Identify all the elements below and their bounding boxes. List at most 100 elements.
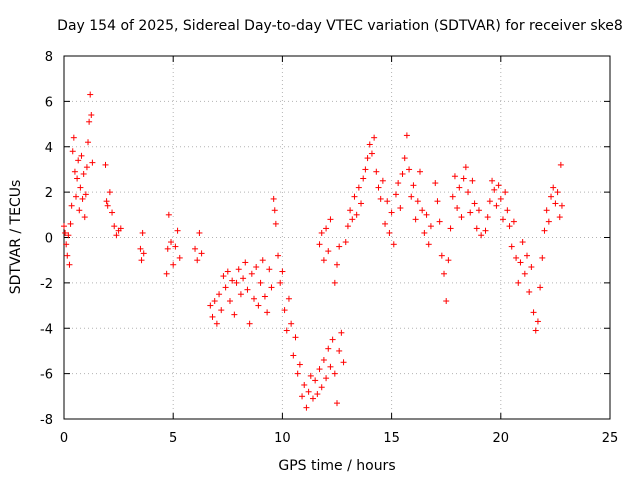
data-point <box>61 223 67 230</box>
data-point <box>111 223 118 230</box>
data-point <box>222 284 229 291</box>
y-tick-label: -2 <box>40 277 53 292</box>
data-point <box>355 184 362 191</box>
data-point <box>519 239 526 246</box>
data-point <box>473 225 480 232</box>
data-point <box>318 229 325 236</box>
data-point <box>78 152 85 159</box>
data-point <box>456 184 463 191</box>
data-point <box>226 298 233 305</box>
data-point <box>285 295 292 302</box>
data-point <box>508 243 515 250</box>
data-point <box>441 270 448 277</box>
data-point <box>379 177 386 184</box>
data-point <box>77 184 84 191</box>
data-point <box>320 357 327 364</box>
data-point <box>79 195 86 202</box>
data-point <box>303 404 310 411</box>
data-point <box>224 268 231 275</box>
data-point <box>489 177 496 184</box>
data-point <box>392 191 399 198</box>
x-tick-label: 25 <box>602 431 619 446</box>
data-point <box>329 336 336 343</box>
data-point <box>66 261 73 268</box>
data-point <box>427 223 434 230</box>
data-point <box>271 207 278 214</box>
y-axis-ticks: -8 -6 -4 -2 0 2 4 6 8 <box>40 50 610 428</box>
data-point <box>213 320 220 327</box>
data-point <box>412 216 419 223</box>
data-point <box>279 268 286 275</box>
data-point <box>80 170 87 177</box>
data-point <box>194 257 201 264</box>
data-point <box>209 313 216 320</box>
data-point <box>510 218 517 225</box>
data-point <box>87 91 94 98</box>
data-point <box>497 195 504 202</box>
data-point <box>229 277 236 284</box>
data-point <box>397 205 404 212</box>
data-point <box>270 195 277 202</box>
data-point <box>513 254 520 261</box>
data-point <box>163 270 170 277</box>
data-point <box>314 391 321 398</box>
data-point <box>176 254 183 261</box>
data-point <box>504 207 511 214</box>
data-point <box>484 214 491 221</box>
data-point <box>305 388 312 395</box>
data-point <box>62 229 69 236</box>
data-point <box>539 254 546 261</box>
data-point <box>373 168 380 175</box>
data-point <box>386 229 393 236</box>
data-point <box>331 279 338 286</box>
data-point <box>388 209 395 216</box>
data-point <box>320 257 327 264</box>
data-point <box>419 207 426 214</box>
data-point <box>443 298 450 305</box>
data-point <box>76 207 83 214</box>
data-point <box>192 245 199 252</box>
data-point <box>137 245 144 252</box>
data-point <box>395 180 402 187</box>
data-point <box>312 377 319 384</box>
data-point <box>65 232 72 239</box>
data-point <box>316 366 323 373</box>
data-point <box>471 200 478 207</box>
data-point <box>495 182 502 189</box>
data-point <box>301 381 308 388</box>
data-point <box>220 273 227 280</box>
data-point <box>117 225 124 232</box>
data-point <box>557 161 564 168</box>
data-point <box>257 279 264 286</box>
data-point <box>499 216 506 223</box>
data-point <box>436 218 443 225</box>
data-point <box>81 214 88 221</box>
data-point <box>416 168 423 175</box>
data-point <box>307 372 314 379</box>
data-point <box>543 207 550 214</box>
data-point <box>69 148 76 155</box>
data-point <box>294 370 301 377</box>
data-point <box>469 177 476 184</box>
data-point <box>338 329 345 336</box>
data-point <box>235 266 242 273</box>
data-point <box>174 227 181 234</box>
data-point <box>63 241 70 248</box>
data-point <box>558 202 565 209</box>
data-point <box>261 293 268 300</box>
data-point <box>242 259 249 266</box>
data-point <box>467 209 474 216</box>
data-point <box>264 309 271 316</box>
data-point <box>541 227 548 234</box>
data-point <box>325 248 332 255</box>
data-point <box>401 155 408 162</box>
data-point <box>515 279 522 286</box>
data-point <box>244 286 251 293</box>
x-axis-label: GPS time / hours <box>278 458 395 474</box>
data-point <box>454 205 461 212</box>
data-point <box>331 370 338 377</box>
data-point <box>246 320 253 327</box>
data-point <box>75 157 82 164</box>
data-point <box>517 259 524 266</box>
